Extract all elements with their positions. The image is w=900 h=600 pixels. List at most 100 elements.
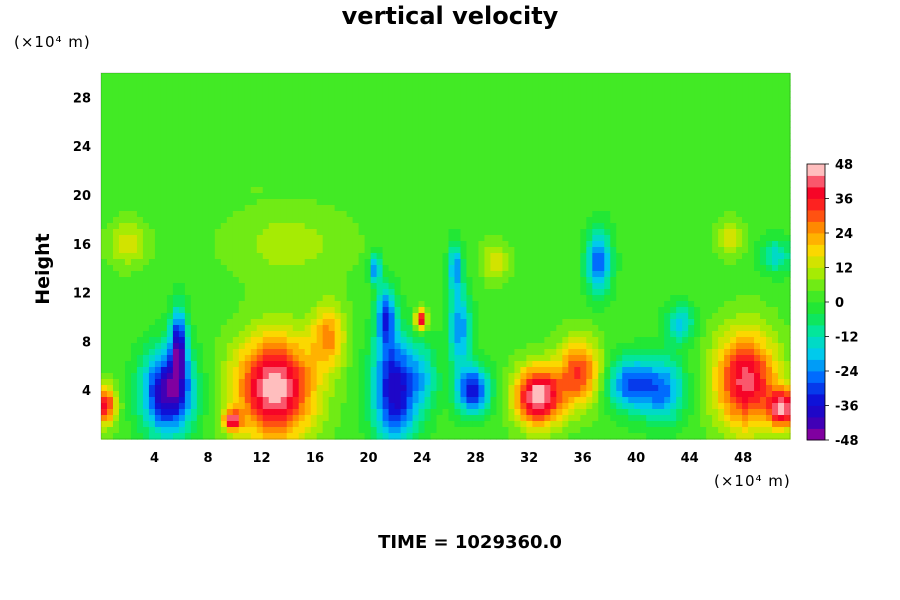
field-cell xyxy=(754,115,761,122)
field-cell xyxy=(460,157,468,164)
field-cell xyxy=(580,181,587,188)
field-cell xyxy=(520,211,527,218)
field-cell xyxy=(454,181,462,188)
field-cell xyxy=(592,253,599,260)
field-cell xyxy=(592,199,599,206)
field-cell xyxy=(628,283,635,290)
field-cell xyxy=(448,211,456,218)
field-cell xyxy=(142,295,150,302)
field-cell xyxy=(628,217,635,224)
field-cell xyxy=(484,181,492,188)
field-cell xyxy=(202,139,210,146)
field-cell xyxy=(754,151,761,158)
field-cell xyxy=(760,253,767,260)
field-cell xyxy=(760,271,767,278)
field-cell xyxy=(490,139,498,146)
field-cell xyxy=(682,295,689,302)
field-cell xyxy=(142,259,150,266)
field-cell xyxy=(394,97,402,104)
field-cell xyxy=(160,307,168,314)
field-cell xyxy=(616,313,623,320)
field-cell xyxy=(640,115,647,122)
field-cell xyxy=(244,175,252,182)
field-cell xyxy=(616,307,623,314)
field-cell xyxy=(148,259,156,266)
field-cell xyxy=(406,277,414,284)
field-cell xyxy=(172,169,180,176)
field-cell xyxy=(136,223,144,230)
field-cell xyxy=(706,253,713,260)
field-cell xyxy=(508,271,515,278)
field-cell xyxy=(268,217,276,224)
field-cell xyxy=(484,145,492,152)
field-cell xyxy=(118,313,126,320)
field-cell xyxy=(124,145,132,152)
field-cell xyxy=(316,157,324,164)
field-cell xyxy=(292,277,300,284)
field-cell xyxy=(142,85,150,92)
field-cell xyxy=(634,151,641,158)
field-cell xyxy=(490,145,498,152)
field-cell xyxy=(568,205,575,212)
field-cell xyxy=(142,325,150,332)
field-cell xyxy=(640,187,647,194)
field-cell xyxy=(604,169,611,176)
field-cell xyxy=(454,133,462,140)
field-cell xyxy=(460,265,468,272)
field-cell xyxy=(436,313,444,320)
field-cell xyxy=(460,283,468,290)
field-cell xyxy=(724,325,731,332)
field-cell xyxy=(532,289,539,296)
field-cell xyxy=(322,325,330,332)
field-cell xyxy=(652,157,659,164)
field-cell xyxy=(706,295,713,302)
field-cell xyxy=(184,133,192,140)
field-cell xyxy=(712,187,719,194)
field-cell xyxy=(394,283,402,290)
field-cell xyxy=(166,325,174,332)
field-cell xyxy=(478,91,486,98)
field-cell xyxy=(538,259,545,266)
field-cell xyxy=(514,313,521,320)
field-cell xyxy=(586,271,593,278)
field-cell xyxy=(196,301,204,308)
field-cell xyxy=(388,121,396,128)
field-cell xyxy=(136,187,144,194)
field-cell xyxy=(424,79,432,86)
field-cell xyxy=(772,325,779,332)
field-cell xyxy=(322,127,330,134)
field-cell xyxy=(514,253,521,260)
field-cell xyxy=(172,151,180,158)
field-cell xyxy=(700,121,707,128)
field-cell xyxy=(352,199,360,206)
field-cell xyxy=(526,313,533,320)
field-cell xyxy=(142,277,150,284)
field-cell xyxy=(748,283,755,290)
field-cell xyxy=(118,271,126,278)
field-cell xyxy=(670,151,677,158)
field-cell xyxy=(226,331,234,338)
field-cell xyxy=(358,85,366,92)
field-cell xyxy=(640,325,647,332)
field-cell xyxy=(220,301,228,308)
field-cell xyxy=(592,313,599,320)
chart-title: vertical velocity xyxy=(341,2,559,30)
field-cell xyxy=(280,145,288,152)
field-cell xyxy=(550,187,557,194)
field-cell xyxy=(490,313,498,320)
field-cell xyxy=(148,313,156,320)
field-cell xyxy=(244,109,252,116)
field-cell xyxy=(352,325,360,332)
field-cell xyxy=(106,115,114,122)
field-cell xyxy=(220,289,228,296)
field-cell xyxy=(520,235,527,242)
field-cell xyxy=(526,73,533,80)
field-cell xyxy=(406,325,414,332)
field-cell xyxy=(256,175,264,182)
field-cell xyxy=(670,193,677,200)
field-cell xyxy=(376,283,384,290)
field-cell xyxy=(658,121,665,128)
field-cell xyxy=(718,85,725,92)
field-cell xyxy=(478,133,486,140)
field-cell xyxy=(238,121,246,128)
